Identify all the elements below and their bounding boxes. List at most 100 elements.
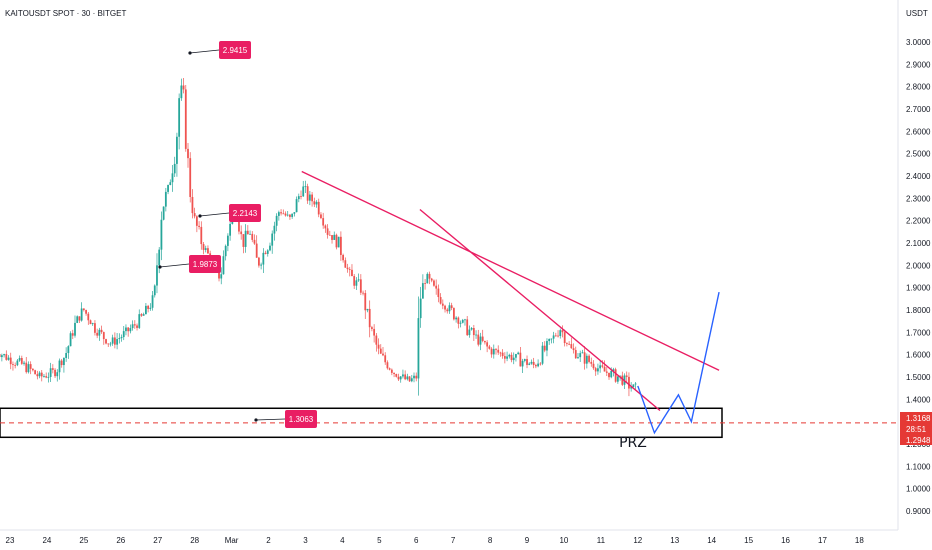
candle-body bbox=[342, 254, 345, 261]
candle-body bbox=[207, 248, 209, 254]
candle-body bbox=[91, 323, 94, 325]
candle-body bbox=[472, 328, 475, 336]
candle-body bbox=[40, 372, 43, 377]
candle-body bbox=[102, 332, 105, 340]
y-tick-label: 2.2000 bbox=[906, 217, 931, 226]
candle-body bbox=[280, 212, 282, 214]
projection-path[interactable] bbox=[637, 291, 720, 435]
candle-body bbox=[572, 348, 575, 351]
candle-body bbox=[171, 173, 174, 183]
candle-body bbox=[184, 89, 187, 149]
candle-body bbox=[96, 332, 99, 336]
candle-body bbox=[324, 225, 327, 229]
candle-body bbox=[85, 310, 87, 314]
candle-body bbox=[371, 327, 373, 329]
candle-body bbox=[526, 359, 528, 365]
candle-body bbox=[393, 372, 395, 375]
x-tick-label: 6 bbox=[414, 536, 419, 545]
candle-body bbox=[355, 280, 358, 286]
x-tick-label: 28 bbox=[190, 536, 199, 545]
candle-body bbox=[140, 314, 143, 316]
candle-body bbox=[300, 196, 302, 197]
trendline[interactable] bbox=[301, 170, 720, 371]
candle-body bbox=[597, 368, 599, 372]
candle-body bbox=[87, 313, 90, 321]
candle-body bbox=[164, 191, 167, 207]
candle-body bbox=[273, 225, 276, 234]
candle-body bbox=[528, 363, 531, 365]
candle-body bbox=[346, 267, 349, 270]
y-tick-label: 1.4000 bbox=[906, 395, 931, 404]
candle-body bbox=[122, 331, 125, 338]
x-tick-label: 2 bbox=[266, 536, 271, 545]
candle-body bbox=[499, 352, 502, 354]
candle-body bbox=[7, 357, 10, 360]
callout-box bbox=[219, 41, 251, 59]
candle-body bbox=[226, 235, 229, 246]
candle-body bbox=[98, 329, 101, 336]
candle-body bbox=[339, 236, 342, 255]
candle-body bbox=[149, 307, 152, 309]
candle-body bbox=[29, 364, 32, 369]
candle-body bbox=[634, 383, 637, 385]
x-tick-label: 7 bbox=[451, 536, 456, 545]
candle-body bbox=[0, 355, 3, 358]
candle-body bbox=[158, 249, 161, 266]
candle-body bbox=[12, 364, 14, 365]
x-tick-label: 16 bbox=[781, 536, 790, 545]
candle-body bbox=[14, 364, 17, 366]
candle-body bbox=[242, 234, 245, 247]
price-badge-bottom: 1.2948 bbox=[906, 436, 931, 445]
x-tick-label: 5 bbox=[377, 536, 382, 545]
callout-leader bbox=[189, 49, 220, 54]
candle-body bbox=[306, 186, 309, 201]
candle-body bbox=[202, 244, 205, 250]
candle-body bbox=[579, 353, 582, 358]
y-tick-label: 2.4000 bbox=[906, 172, 931, 181]
support-zone[interactable] bbox=[0, 407, 898, 439]
candle-body bbox=[240, 231, 243, 235]
candle-body bbox=[541, 345, 544, 364]
candle-body bbox=[464, 319, 466, 321]
candle-body bbox=[512, 357, 515, 361]
candle-body bbox=[153, 285, 156, 296]
candle-body bbox=[395, 374, 398, 377]
candle-body bbox=[557, 335, 559, 337]
candle-body bbox=[510, 354, 513, 361]
candle-body bbox=[379, 348, 382, 354]
y-tick-label: 2.7000 bbox=[906, 105, 931, 114]
candle-body bbox=[603, 366, 606, 372]
price-badge bbox=[900, 412, 932, 445]
candle-body bbox=[244, 230, 247, 247]
callout-label: 2.9415 bbox=[223, 46, 248, 55]
candle-body bbox=[20, 358, 23, 364]
candle-body bbox=[523, 359, 526, 361]
prz-annotation: PRZ bbox=[619, 435, 647, 451]
candle-body bbox=[628, 376, 630, 389]
candle-body bbox=[610, 370, 613, 378]
candle-body bbox=[410, 378, 413, 382]
y-tick-label: 1.1000 bbox=[906, 462, 931, 471]
candle-body bbox=[457, 317, 460, 324]
candle-body bbox=[357, 279, 360, 281]
y-tick-label: 1.8000 bbox=[906, 306, 931, 315]
trendlines-layer[interactable] bbox=[301, 170, 720, 435]
candle-body bbox=[43, 376, 45, 377]
candle-body bbox=[125, 327, 127, 332]
candle-body bbox=[406, 376, 409, 380]
candle-body bbox=[187, 148, 189, 159]
trendline[interactable] bbox=[419, 208, 661, 412]
x-tick-label: 24 bbox=[42, 536, 51, 545]
candle-body bbox=[58, 360, 61, 373]
candle-body bbox=[359, 279, 362, 293]
candle-body bbox=[366, 308, 369, 311]
callout-anchor bbox=[188, 51, 192, 55]
candle-body bbox=[348, 269, 351, 270]
callouts-layer: 2.9415 2.2143 1.9873 1.3063 bbox=[158, 41, 317, 428]
candle-body bbox=[16, 360, 19, 366]
candle-body bbox=[317, 201, 320, 215]
candle-body bbox=[251, 233, 254, 240]
